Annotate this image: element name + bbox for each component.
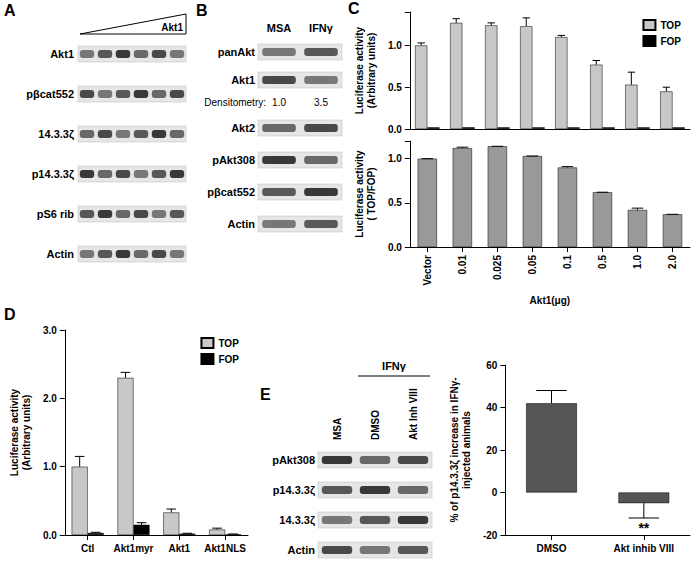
svg-text:TOP: TOP [660, 20, 681, 31]
svg-text:0.0: 0.0 [388, 124, 402, 135]
svg-text:D: D [4, 306, 16, 323]
svg-text:IFNγ: IFNγ [309, 22, 334, 34]
svg-text:1.0: 1.0 [388, 40, 402, 51]
svg-text:Luciferase activity: Luciferase activity [9, 388, 20, 476]
svg-text:(Arbitrary units): (Arbitrary units) [21, 395, 32, 471]
svg-text:Actin: Actin [228, 218, 256, 230]
svg-text:A: A [4, 2, 16, 19]
svg-text:Akt1(μg): Akt1(μg) [530, 295, 571, 306]
svg-text:1.0: 1.0 [43, 461, 57, 472]
svg-text:1.0: 1.0 [388, 153, 402, 164]
svg-text:Akt1: Akt1 [50, 48, 74, 60]
svg-text:Ctl: Ctl [81, 543, 95, 554]
svg-text:0.5: 0.5 [388, 82, 402, 93]
svg-text:C: C [348, 0, 360, 17]
svg-text:injected animals: injected animals [461, 411, 472, 489]
svg-text:DMSO: DMSO [537, 543, 567, 554]
svg-text:Vector: Vector [422, 255, 433, 286]
svg-text:pAkt308: pAkt308 [212, 154, 255, 166]
svg-text:pAkt308: pAkt308 [272, 454, 315, 466]
svg-text:**: ** [638, 520, 649, 536]
svg-text:0.1: 0.1 [562, 255, 573, 269]
svg-text:DMSO: DMSO [370, 410, 381, 440]
svg-text:Akt2: Akt2 [231, 122, 255, 134]
svg-text:0.0: 0.0 [43, 530, 57, 541]
svg-text:FOP: FOP [660, 36, 681, 47]
svg-text:Akt1NLS: Akt1NLS [204, 543, 246, 554]
svg-text:B: B [196, 2, 208, 19]
svg-text:0.5: 0.5 [388, 197, 402, 208]
svg-text:Akt inhib VIII: Akt inhib VIII [614, 543, 675, 554]
svg-text:60: 60 [486, 360, 498, 371]
svg-text:FOP: FOP [218, 354, 239, 365]
svg-text:Densitometry:: Densitometry: [204, 97, 266, 108]
svg-text:1.0: 1.0 [272, 97, 286, 108]
svg-text:(Arbitrary units): (Arbitrary units) [366, 33, 377, 109]
svg-text:pβcat552: pβcat552 [207, 186, 255, 198]
svg-text:2.0: 2.0 [667, 255, 678, 269]
svg-text:Akt1myr: Akt1myr [113, 543, 153, 554]
svg-text:Luciferase activity: Luciferase activity [354, 26, 365, 114]
svg-text:0.025: 0.025 [492, 255, 503, 280]
svg-text:pβcat552: pβcat552 [26, 88, 74, 100]
svg-text:Actin: Actin [288, 544, 316, 556]
svg-text:0.01: 0.01 [457, 255, 468, 275]
svg-text:0.0: 0.0 [388, 242, 402, 253]
svg-text:E: E [260, 386, 271, 403]
svg-text:% of p14.3.3ζ increase in IFNγ: % of p14.3.3ζ increase in IFNγ- [449, 377, 461, 522]
svg-text:Actin: Actin [47, 248, 75, 260]
svg-text:p14.3.3ζ: p14.3.3ζ [273, 484, 315, 497]
svg-text:40: 40 [486, 402, 498, 413]
svg-text:Akt1: Akt1 [231, 74, 255, 86]
svg-text:MSA: MSA [267, 22, 292, 34]
svg-text:p14.3.3ζ: p14.3.3ζ [32, 168, 74, 181]
svg-text:1.0: 1.0 [632, 255, 643, 269]
svg-text:pS6 rib: pS6 rib [37, 208, 75, 220]
svg-text:IFNγ: IFNγ [382, 360, 407, 372]
svg-text:3.0: 3.0 [43, 325, 57, 336]
svg-text:0.05: 0.05 [527, 255, 538, 275]
svg-text:Akt Inh VIII: Akt Inh VIII [408, 388, 419, 440]
svg-text:20: 20 [486, 445, 498, 456]
svg-text:-20: -20 [483, 530, 498, 541]
svg-text:Akt1: Akt1 [161, 22, 183, 33]
svg-text:Akt1: Akt1 [168, 543, 190, 554]
svg-text:0.5: 0.5 [597, 255, 608, 269]
svg-text:MSA: MSA [332, 418, 343, 440]
svg-text:TOP: TOP [218, 338, 239, 349]
svg-text:2.0: 2.0 [43, 393, 57, 404]
svg-text:( TOP/FOP): ( TOP/FOP) [366, 167, 377, 220]
svg-text:14.3.3ζ: 14.3.3ζ [279, 514, 315, 527]
svg-text:Luciferase activity: Luciferase activity [354, 150, 365, 238]
svg-text:0: 0 [492, 487, 498, 498]
svg-text:panAkt: panAkt [218, 46, 256, 58]
svg-text:3.5: 3.5 [314, 97, 328, 108]
svg-text:14.3.3ζ: 14.3.3ζ [38, 128, 74, 141]
